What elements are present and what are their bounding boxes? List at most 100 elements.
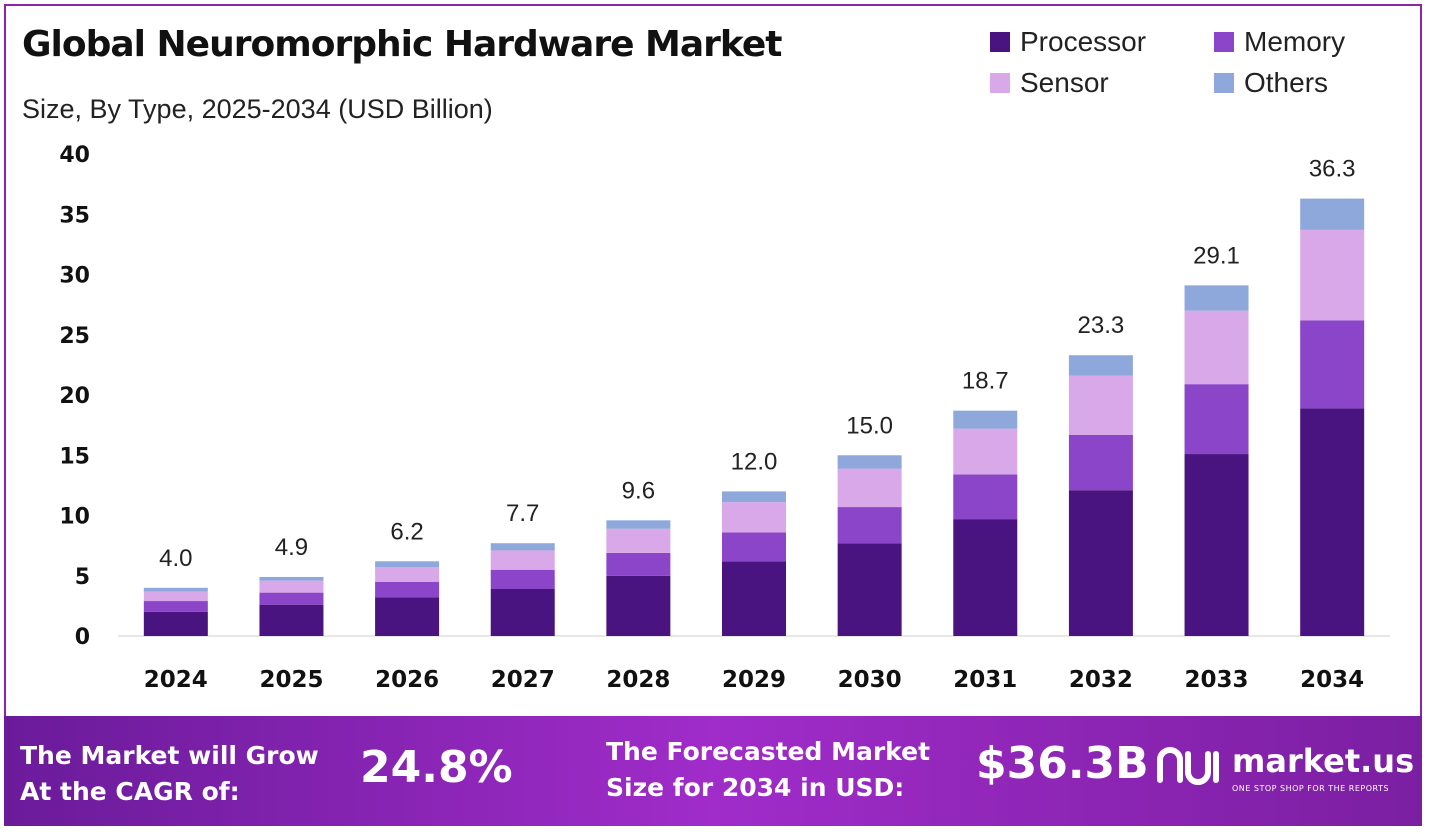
bar-segment-memory-2031 bbox=[953, 474, 1018, 520]
bar-segment-others-2029 bbox=[722, 491, 786, 503]
bar-segment-sensor-2026 bbox=[375, 567, 440, 582]
legend: Processor Memory Sensor Others bbox=[990, 26, 1410, 106]
cagr-value: 24.8% bbox=[360, 742, 513, 793]
x-tick-label-2030: 2030 bbox=[838, 667, 902, 693]
x-tick-label-2027: 2027 bbox=[491, 667, 555, 693]
total-label-2030: 15.0 bbox=[846, 412, 893, 439]
bar-segment-processor-2025 bbox=[259, 604, 324, 636]
y-tick-label: 15 bbox=[59, 444, 90, 469]
total-label-2024: 4.0 bbox=[159, 545, 192, 572]
bar-segment-others-2025 bbox=[259, 576, 324, 581]
x-tick-label-2024: 2024 bbox=[144, 667, 208, 693]
forecast-label: The Forecasted Market Size for 2034 in U… bbox=[606, 734, 930, 806]
bar-segment-others-2030 bbox=[837, 455, 902, 469]
bar-segment-sensor-2032 bbox=[1068, 375, 1133, 435]
chart-subtitle: Size, By Type, 2025-2034 (USD Billion) bbox=[22, 94, 493, 124]
legend-label-processor: Processor bbox=[1020, 26, 1147, 57]
bar-segment-others-2031 bbox=[953, 410, 1018, 429]
total-label-2034: 36.3 bbox=[1309, 156, 1356, 183]
bar-segment-memory-2033 bbox=[1184, 384, 1249, 455]
x-tick-label-2029: 2029 bbox=[722, 667, 786, 693]
y-tick-label: 0 bbox=[75, 625, 90, 650]
x-tick-label-2028: 2028 bbox=[606, 667, 670, 693]
total-label-2029: 12.0 bbox=[731, 448, 778, 475]
total-label-2028: 9.6 bbox=[622, 477, 655, 504]
brand-name: market.us bbox=[1232, 742, 1415, 780]
bar-segment-sensor-2030 bbox=[837, 468, 902, 508]
y-tick-label: 20 bbox=[59, 384, 90, 409]
bar-segment-memory-2027 bbox=[490, 569, 555, 590]
x-tick-label-2032: 2032 bbox=[1069, 667, 1133, 693]
bar-segment-others-2028 bbox=[606, 520, 671, 529]
bar-segment-others-2034 bbox=[1300, 198, 1365, 230]
legend-swatch-others bbox=[1214, 73, 1234, 93]
bar-segment-processor-2029 bbox=[722, 561, 786, 636]
total-label-2033: 29.1 bbox=[1193, 242, 1240, 269]
bar-segment-processor-2034 bbox=[1300, 408, 1365, 636]
chart-title: Global Neuromorphic Hardware Market bbox=[22, 24, 782, 65]
bar-segment-memory-2029 bbox=[722, 532, 786, 562]
stacked-bar-chart: 05101520253035404.020244.920256.220267.7… bbox=[59, 143, 1390, 693]
bar-segment-sensor-2028 bbox=[606, 528, 671, 553]
bar-segment-processor-2031 bbox=[953, 519, 1018, 636]
cagr-label-line1: The Market will Grow bbox=[20, 741, 319, 770]
cagr-label-line2: At the CAGR of: bbox=[20, 777, 240, 806]
forecast-label-line1: The Forecasted Market bbox=[606, 737, 931, 766]
y-tick-label: 40 bbox=[59, 143, 90, 168]
bar-segment-others-2026 bbox=[375, 561, 440, 568]
bar-segment-others-2033 bbox=[1184, 285, 1249, 311]
footer-banner: The Market will Grow At the CAGR of: 24.… bbox=[4, 716, 1422, 826]
bar-segment-processor-2026 bbox=[375, 597, 440, 636]
bar-segment-memory-2026 bbox=[375, 581, 440, 598]
legend-item-processor: Processor bbox=[990, 26, 1146, 58]
forecast-label-line2: Size for 2034 in USD: bbox=[606, 773, 905, 802]
bar-segment-sensor-2024 bbox=[143, 591, 208, 602]
bar-segment-memory-2034 bbox=[1300, 320, 1365, 409]
x-tick-label-2033: 2033 bbox=[1185, 667, 1249, 693]
y-tick-label: 10 bbox=[59, 505, 90, 530]
total-label-2031: 18.7 bbox=[962, 368, 1009, 395]
total-label-2026: 6.2 bbox=[390, 518, 423, 545]
bar-segment-sensor-2033 bbox=[1184, 310, 1249, 385]
cagr-label: The Market will Grow At the CAGR of: bbox=[20, 738, 319, 810]
bar-segment-processor-2032 bbox=[1068, 490, 1133, 636]
bar-segment-memory-2028 bbox=[606, 552, 671, 576]
y-tick-label: 35 bbox=[59, 203, 90, 228]
bar-segment-memory-2025 bbox=[259, 592, 324, 605]
bar-segment-others-2027 bbox=[490, 543, 555, 551]
bar-segment-processor-2033 bbox=[1184, 454, 1249, 636]
x-tick-label-2025: 2025 bbox=[259, 667, 323, 693]
bar-segment-sensor-2027 bbox=[490, 550, 555, 570]
y-tick-label: 25 bbox=[59, 324, 90, 349]
bar-segment-sensor-2031 bbox=[953, 428, 1018, 475]
bar-segment-processor-2028 bbox=[606, 575, 671, 636]
legend-label-memory: Memory bbox=[1244, 26, 1346, 57]
legend-label-others: Others bbox=[1244, 67, 1329, 98]
x-tick-label-2031: 2031 bbox=[953, 667, 1017, 693]
bar-segment-processor-2027 bbox=[490, 589, 555, 636]
legend-swatch-memory bbox=[1214, 32, 1234, 52]
x-tick-label-2026: 2026 bbox=[375, 667, 439, 693]
total-label-2025: 4.9 bbox=[275, 534, 308, 561]
x-tick-label-2034: 2034 bbox=[1300, 667, 1364, 693]
bar-segment-processor-2024 bbox=[143, 611, 208, 636]
bar-segment-processor-2030 bbox=[837, 543, 902, 636]
bar-segment-others-2024 bbox=[143, 587, 208, 592]
legend-swatch-sensor bbox=[990, 73, 1010, 93]
total-label-2032: 23.3 bbox=[1078, 312, 1125, 339]
legend-item-sensor: Sensor bbox=[990, 67, 1109, 99]
legend-swatch-processor bbox=[990, 32, 1010, 52]
legend-item-memory: Memory bbox=[1214, 26, 1345, 58]
y-tick-label: 30 bbox=[59, 264, 90, 289]
bar-segment-sensor-2025 bbox=[259, 580, 324, 593]
legend-item-others: Others bbox=[1214, 67, 1328, 99]
bar-segment-memory-2032 bbox=[1068, 434, 1133, 491]
y-tick-label: 5 bbox=[75, 565, 90, 590]
forecast-value: $36.3B bbox=[976, 738, 1149, 789]
bar-segment-sensor-2034 bbox=[1300, 229, 1365, 321]
market-us-logo-icon bbox=[1157, 747, 1219, 785]
brand-tagline: ONE STOP SHOP FOR THE REPORTS bbox=[1232, 784, 1389, 793]
legend-label-sensor: Sensor bbox=[1020, 67, 1109, 98]
bar-segment-sensor-2029 bbox=[722, 502, 786, 533]
bar-segment-others-2032 bbox=[1068, 355, 1133, 376]
